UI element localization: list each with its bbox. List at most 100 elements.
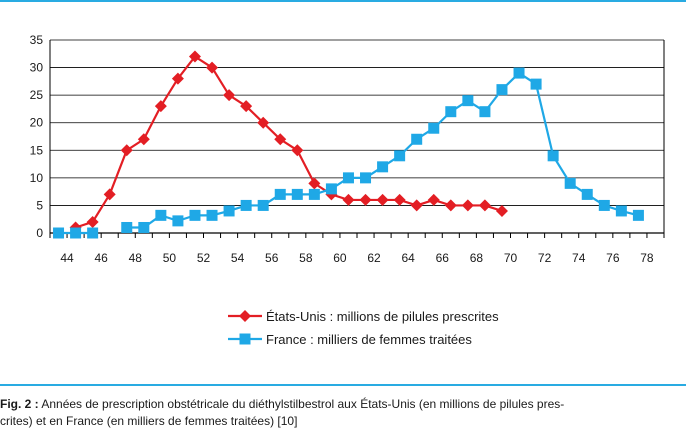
data-point xyxy=(53,227,65,239)
data-point xyxy=(394,150,406,162)
data-point xyxy=(86,215,99,228)
data-point xyxy=(410,199,423,212)
caption-line-2: crites) et en France (en milliers de fem… xyxy=(0,414,298,428)
data-point xyxy=(428,122,440,134)
data-point xyxy=(547,150,559,162)
x-tick-label: 54 xyxy=(231,251,245,265)
data-point xyxy=(377,161,389,173)
series-line xyxy=(75,55,503,229)
data-point xyxy=(137,133,150,146)
top-rule xyxy=(0,0,686,2)
y-tick-label: 10 xyxy=(30,171,44,185)
x-tick-label: 60 xyxy=(333,251,347,265)
data-point xyxy=(240,100,253,113)
legend-marker xyxy=(239,310,251,322)
data-point xyxy=(564,177,576,189)
y-tick-label: 15 xyxy=(30,143,44,157)
data-point xyxy=(411,133,423,145)
series-group xyxy=(53,50,644,239)
data-point xyxy=(444,199,457,212)
data-point xyxy=(615,205,627,217)
x-tick-label: 68 xyxy=(470,251,484,265)
data-point xyxy=(223,89,236,102)
data-point xyxy=(291,144,304,157)
legend-label: France : milliers de femmes traitées xyxy=(266,332,472,347)
data-point xyxy=(70,227,82,239)
x-tick-label: 70 xyxy=(504,251,518,265)
data-point xyxy=(206,61,219,74)
x-tick-label: 74 xyxy=(572,251,586,265)
data-point xyxy=(274,133,287,146)
x-tick-label: 76 xyxy=(606,251,620,265)
data-point xyxy=(376,193,389,206)
y-tick-label: 20 xyxy=(30,116,44,130)
series-france xyxy=(53,67,644,239)
y-axis-ticks: 0 5 10 15 20 25 30 35 xyxy=(30,33,44,240)
data-point xyxy=(445,106,457,118)
data-point xyxy=(171,72,184,85)
caption-label: Fig. 2 : xyxy=(0,397,39,411)
data-point xyxy=(462,95,474,107)
y-tick-label: 25 xyxy=(30,88,44,102)
x-tick-label: 44 xyxy=(60,251,74,265)
data-point xyxy=(189,209,201,221)
y-tick-label: 30 xyxy=(30,61,44,75)
data-point xyxy=(495,204,508,217)
data-point xyxy=(291,188,303,200)
x-tick-label: 64 xyxy=(401,251,415,265)
data-point xyxy=(478,199,491,212)
x-tick-label: 48 xyxy=(129,251,143,265)
x-axis-ticks: 44 46 48 50 52 54 56 58 60 62 64 66 68 70 72 74 76 78 xyxy=(49,233,665,265)
legend-label: États-Unis : millions de pilules prescri… xyxy=(266,309,499,324)
data-point xyxy=(342,172,354,184)
data-point xyxy=(308,177,321,190)
y-tick-label: 0 xyxy=(36,226,43,240)
data-point xyxy=(274,188,286,200)
data-point xyxy=(103,188,116,201)
data-point xyxy=(393,193,406,206)
data-point xyxy=(325,183,337,195)
x-tick-label: 52 xyxy=(197,251,211,265)
y-tick-label: 5 xyxy=(36,198,43,212)
x-tick-label: 50 xyxy=(163,251,177,265)
data-point xyxy=(308,188,320,200)
data-point xyxy=(496,84,508,96)
legend-marker xyxy=(239,333,251,345)
figure-caption: Fig. 2 : Années de prescription obstétri… xyxy=(0,396,686,430)
x-tick-label: 78 xyxy=(640,251,654,265)
x-tick-label: 46 xyxy=(94,251,108,265)
data-point xyxy=(121,221,133,233)
data-point xyxy=(188,50,201,63)
data-point xyxy=(257,116,270,129)
data-point xyxy=(530,78,542,90)
data-point xyxy=(581,188,593,200)
bottom-rule xyxy=(0,384,686,386)
data-point xyxy=(461,199,474,212)
data-point xyxy=(598,199,610,211)
y-tick-label: 35 xyxy=(30,33,44,47)
data-point xyxy=(632,209,644,221)
caption-text-1: Années de prescription obstétricale du d… xyxy=(41,397,565,411)
data-point xyxy=(427,193,440,206)
caption-line-1: Fig. 2 : Années de prescription obstétri… xyxy=(0,396,686,413)
data-point xyxy=(120,144,133,157)
x-tick-label: 66 xyxy=(436,251,450,265)
data-point xyxy=(206,209,218,221)
data-point xyxy=(360,172,372,184)
x-tick-label: 62 xyxy=(367,251,381,265)
data-point xyxy=(342,193,355,206)
data-point xyxy=(479,106,491,118)
data-point xyxy=(240,199,252,211)
x-tick-label: 56 xyxy=(265,251,279,265)
data-point xyxy=(359,193,372,206)
series-us xyxy=(69,50,508,234)
line-chart: 0 5 10 15 20 25 30 35 44 46 48 50 52 54 56 58 60 62 64 66 6… xyxy=(30,33,665,347)
data-point xyxy=(87,227,99,239)
data-point xyxy=(223,205,235,217)
x-tick-label: 72 xyxy=(538,251,552,265)
data-point xyxy=(513,67,525,79)
data-point xyxy=(257,199,269,211)
legend: États-Unis : millions de pilules prescri… xyxy=(228,309,499,347)
data-point xyxy=(154,100,167,113)
data-point xyxy=(172,215,184,227)
